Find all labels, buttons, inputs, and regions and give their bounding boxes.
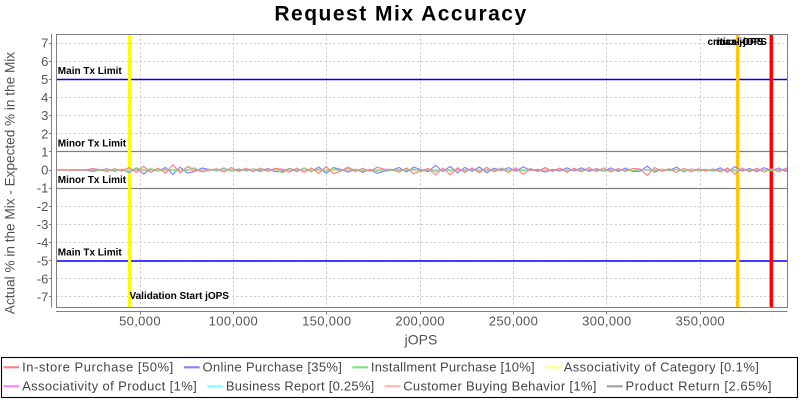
svg-text:0: 0: [41, 163, 48, 178]
svg-text:-4: -4: [37, 235, 49, 250]
svg-text:-2: -2: [37, 199, 49, 214]
svg-text:5: 5: [41, 72, 48, 87]
svg-text:-6: -6: [37, 271, 49, 286]
svg-text:4: 4: [41, 90, 48, 105]
svg-text:In-store Purchase [50%]: In-store Purchase [50%]: [22, 360, 174, 375]
svg-text:Business Report [0.25%]: Business Report [0.25%]: [226, 379, 375, 394]
svg-text:Validation Start jOPS: Validation Start jOPS: [130, 291, 230, 302]
svg-text:200,000: 200,000: [395, 314, 444, 329]
svg-text:Minor Tx Limit: Minor Tx Limit: [58, 175, 127, 186]
svg-text:Main Tx Limit: Main Tx Limit: [58, 66, 123, 77]
svg-text:100,000: 100,000: [209, 314, 258, 329]
svg-text:350,000: 350,000: [676, 314, 725, 329]
svg-text:7: 7: [41, 36, 48, 51]
svg-text:Product Return [2.65%]: Product Return [2.65%]: [626, 379, 773, 394]
svg-text:Main Tx Limit: Main Tx Limit: [58, 248, 123, 259]
svg-text:max-jOPS: max-jOPS: [716, 37, 764, 48]
svg-text:Installment Purchase [10%]: Installment Purchase [10%]: [371, 360, 535, 375]
svg-text:Request Mix Accuracy: Request Mix Accuracy: [274, 3, 527, 26]
svg-text:-7: -7: [37, 290, 49, 305]
svg-text:2: 2: [41, 126, 48, 141]
svg-text:250,000: 250,000: [489, 314, 538, 329]
svg-text:-1: -1: [37, 181, 49, 196]
svg-text:150,000: 150,000: [302, 314, 351, 329]
svg-text:Actual % in the Mix - Expected: Actual % in the Mix - Expected % in the …: [3, 52, 18, 314]
svg-text:-3: -3: [37, 217, 49, 232]
svg-text:300,000: 300,000: [582, 314, 631, 329]
svg-text:Customer Buying Behavior [1%]: Customer Buying Behavior [1%]: [403, 379, 597, 394]
svg-text:critical-jOPS: critical-jOPS: [708, 37, 768, 48]
svg-text:-5: -5: [37, 253, 49, 268]
svg-text:1: 1: [41, 145, 48, 160]
svg-text:Associativity of Category [0.1: Associativity of Category [0.1%]: [564, 360, 760, 375]
svg-text:jOPS: jOPS: [404, 332, 438, 348]
svg-text:6: 6: [41, 54, 48, 69]
svg-text:Minor Tx Limit: Minor Tx Limit: [58, 139, 127, 150]
svg-text:Online Purchase [35%]: Online Purchase [35%]: [203, 360, 343, 375]
svg-text:3: 3: [41, 108, 48, 123]
svg-text:Associativity of Product [1%]: Associativity of Product [1%]: [22, 379, 197, 394]
svg-text:50,000: 50,000: [119, 314, 161, 329]
